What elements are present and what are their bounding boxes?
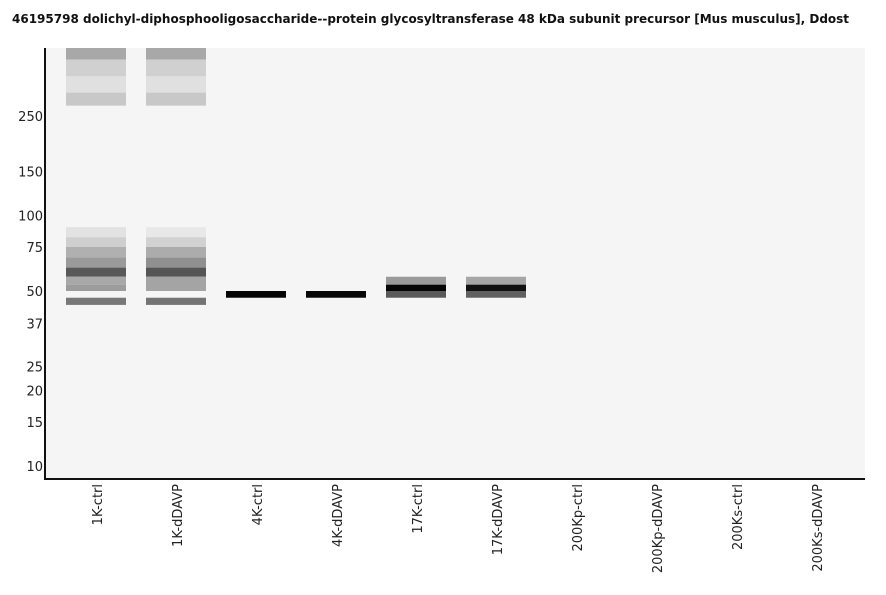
y-tick-label: 15 (26, 416, 43, 431)
bands-layer (66, 48, 526, 305)
gel-band (66, 257, 126, 268)
y-tick-label: 100 (18, 210, 43, 225)
y-tick-label: 37 (26, 318, 43, 333)
gel-band (146, 59, 206, 77)
y-tick-labels: 250 150 100 75 50 37 25 20 15 10 (18, 110, 43, 475)
y-tick-label: 250 (18, 110, 43, 125)
gel-band (226, 291, 286, 298)
lane-label: 1K-ctrl (91, 484, 106, 525)
y-tick-label: 25 (26, 360, 43, 375)
lane-label: 4K-dDAVP (331, 484, 346, 547)
gel-band (146, 297, 206, 305)
gel-band (66, 246, 126, 258)
lane-labels: 1K-ctrl 1K-dDAVP 4K-ctrl 4K-dDAVP 17K-ctrl 17… (91, 484, 826, 573)
lane-label: 200Ks-ctrl (731, 484, 746, 550)
gel-band (66, 59, 126, 77)
gel-band (146, 76, 206, 93)
lane-label: 1K-dDAVP (171, 484, 186, 547)
gel-band (146, 92, 206, 106)
lane-label: 17K-dDAVP (491, 484, 506, 555)
y-tick-label: 75 (26, 241, 43, 256)
gel-band (66, 237, 126, 247)
lane-label: 200Kp-ctrl (571, 484, 586, 551)
gel-band (146, 227, 206, 238)
axis-layer (44, 48, 865, 480)
gel-band (66, 92, 126, 106)
gel-band (146, 48, 206, 60)
gel-band (306, 291, 366, 298)
gel-band (66, 297, 126, 305)
gel-band (146, 237, 206, 247)
chart-title: 46195798 dolichyl-diphosphooligosacchari… (12, 12, 850, 26)
y-tick-label: 50 (26, 285, 43, 300)
gel-band (466, 291, 526, 298)
gel-band (66, 48, 126, 60)
gel-band (66, 276, 126, 285)
gel-band (66, 227, 126, 238)
gel-band (466, 284, 526, 291)
lane-label: 17K-ctrl (411, 484, 426, 534)
lane-label: 200Ks-dDAVP (811, 484, 826, 572)
gel-band (146, 267, 206, 277)
gel-band (146, 276, 206, 291)
gel-band (146, 246, 206, 258)
gel-band (66, 76, 126, 93)
gel-band (466, 276, 526, 285)
gel-band (386, 284, 446, 291)
gel-band (386, 276, 446, 285)
gel-band (66, 284, 126, 291)
lane-label: 200Kp-dDAVP (651, 484, 666, 573)
gel-band (66, 267, 126, 277)
y-tick-label: 10 (26, 460, 43, 475)
gel-band (146, 257, 206, 268)
gel-band (386, 291, 446, 298)
lane-label: 4K-ctrl (251, 484, 266, 525)
y-tick-label: 150 (18, 166, 43, 181)
y-tick-label: 20 (26, 385, 43, 400)
